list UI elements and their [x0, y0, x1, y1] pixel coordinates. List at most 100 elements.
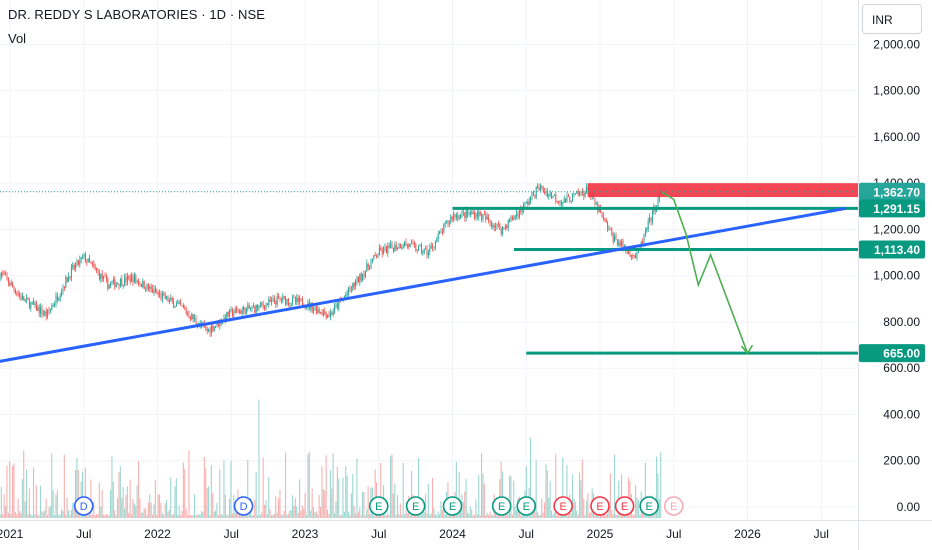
candle-body	[488, 216, 490, 221]
candle-body	[359, 273, 361, 283]
candle-body	[381, 250, 383, 254]
volume-bar	[135, 506, 137, 518]
candle-body	[586, 186, 588, 193]
volume-bar	[605, 515, 607, 518]
candle-body	[329, 312, 331, 317]
candle-body	[136, 280, 138, 282]
volume-bar	[359, 507, 361, 518]
price-label-text: 665.00	[883, 347, 920, 361]
candle-body	[231, 309, 233, 316]
volume-bar	[68, 510, 70, 518]
candle-body	[279, 297, 281, 299]
candle-body	[208, 328, 210, 331]
candle-body	[364, 271, 366, 277]
volume-bar	[362, 492, 364, 518]
volume-bar	[555, 454, 557, 518]
candle-body	[261, 302, 263, 305]
volume-bar	[244, 515, 246, 518]
volume-bar	[159, 494, 161, 518]
volume-bar	[103, 514, 105, 518]
candle-body	[517, 213, 519, 218]
volume-bar	[436, 515, 438, 518]
volume-bar	[658, 498, 660, 518]
candle-body	[476, 213, 478, 217]
candle-body	[23, 296, 25, 301]
candle-body	[602, 215, 604, 219]
candle-body	[514, 215, 516, 218]
candle-body	[541, 186, 543, 188]
candle-body	[516, 213, 518, 216]
candle-body	[483, 214, 485, 216]
volume-bar	[119, 466, 121, 518]
volume-bar	[55, 494, 57, 518]
candle-body	[174, 306, 176, 308]
candle-body	[598, 208, 600, 212]
candle-body	[135, 275, 137, 281]
volume-bar	[73, 503, 75, 518]
candle-body	[159, 293, 161, 295]
volume-bar	[255, 471, 257, 518]
candle-body	[387, 245, 389, 254]
candle-body	[352, 283, 354, 290]
price-label-text: 1,113.40	[874, 243, 920, 257]
candle-body	[146, 284, 148, 291]
volume-bar	[472, 515, 474, 518]
candle-body	[548, 193, 550, 197]
candle-body	[346, 293, 348, 296]
volume-legend[interactable]: Vol	[8, 31, 27, 46]
volume-bar	[489, 511, 491, 518]
candle-body	[584, 192, 586, 197]
volume-bar	[324, 490, 326, 518]
volume-bar	[331, 488, 333, 518]
candle-body	[472, 212, 474, 215]
volume-bar	[455, 461, 457, 518]
candle-body	[73, 265, 75, 269]
candle-body	[563, 198, 565, 203]
candle-body	[532, 192, 534, 196]
candle-body	[418, 245, 420, 251]
volume-bar	[219, 469, 221, 518]
candle-body	[257, 304, 259, 309]
candle-body	[377, 254, 379, 258]
candle-body	[622, 240, 624, 249]
badge-letter: E	[621, 501, 628, 513]
candle-body	[273, 298, 275, 302]
volume-bar	[350, 493, 352, 518]
candle-body	[350, 289, 352, 291]
volume-bar	[616, 514, 618, 518]
candle-body	[451, 216, 453, 220]
candle-body	[156, 292, 158, 294]
candle-body	[145, 288, 147, 291]
x-tick-label: Jul	[224, 527, 239, 541]
candle-body	[19, 294, 21, 296]
candle-body	[243, 307, 245, 311]
candle-body	[51, 306, 53, 310]
candle-body	[378, 248, 380, 255]
volume-bar	[535, 460, 537, 518]
volume-bar	[147, 502, 149, 518]
x-tick-label: 2024	[439, 527, 466, 541]
volume-bar	[118, 472, 120, 518]
candle-body	[334, 305, 336, 312]
candle-body	[545, 191, 547, 194]
candle-body	[98, 272, 100, 280]
currency-selector[interactable]: INR	[862, 4, 922, 34]
candle-body	[485, 215, 487, 220]
candle-body	[63, 286, 65, 288]
candle-body	[212, 326, 214, 331]
candle-body	[229, 309, 231, 317]
candle-body	[2, 272, 4, 274]
candle-body	[299, 298, 301, 302]
volume-bar	[440, 501, 442, 518]
candle-body	[411, 242, 413, 244]
volume-bar	[460, 509, 462, 518]
candle-body	[633, 255, 635, 256]
candle-body	[245, 308, 247, 315]
volume-bar	[409, 514, 411, 518]
candle-body	[486, 216, 488, 220]
candle-body	[72, 265, 74, 268]
volume-bar	[301, 505, 303, 518]
candle-body	[390, 243, 392, 248]
symbol-title[interactable]: DR. REDDY S LABORATORIES · 1D · NSE	[8, 7, 266, 22]
